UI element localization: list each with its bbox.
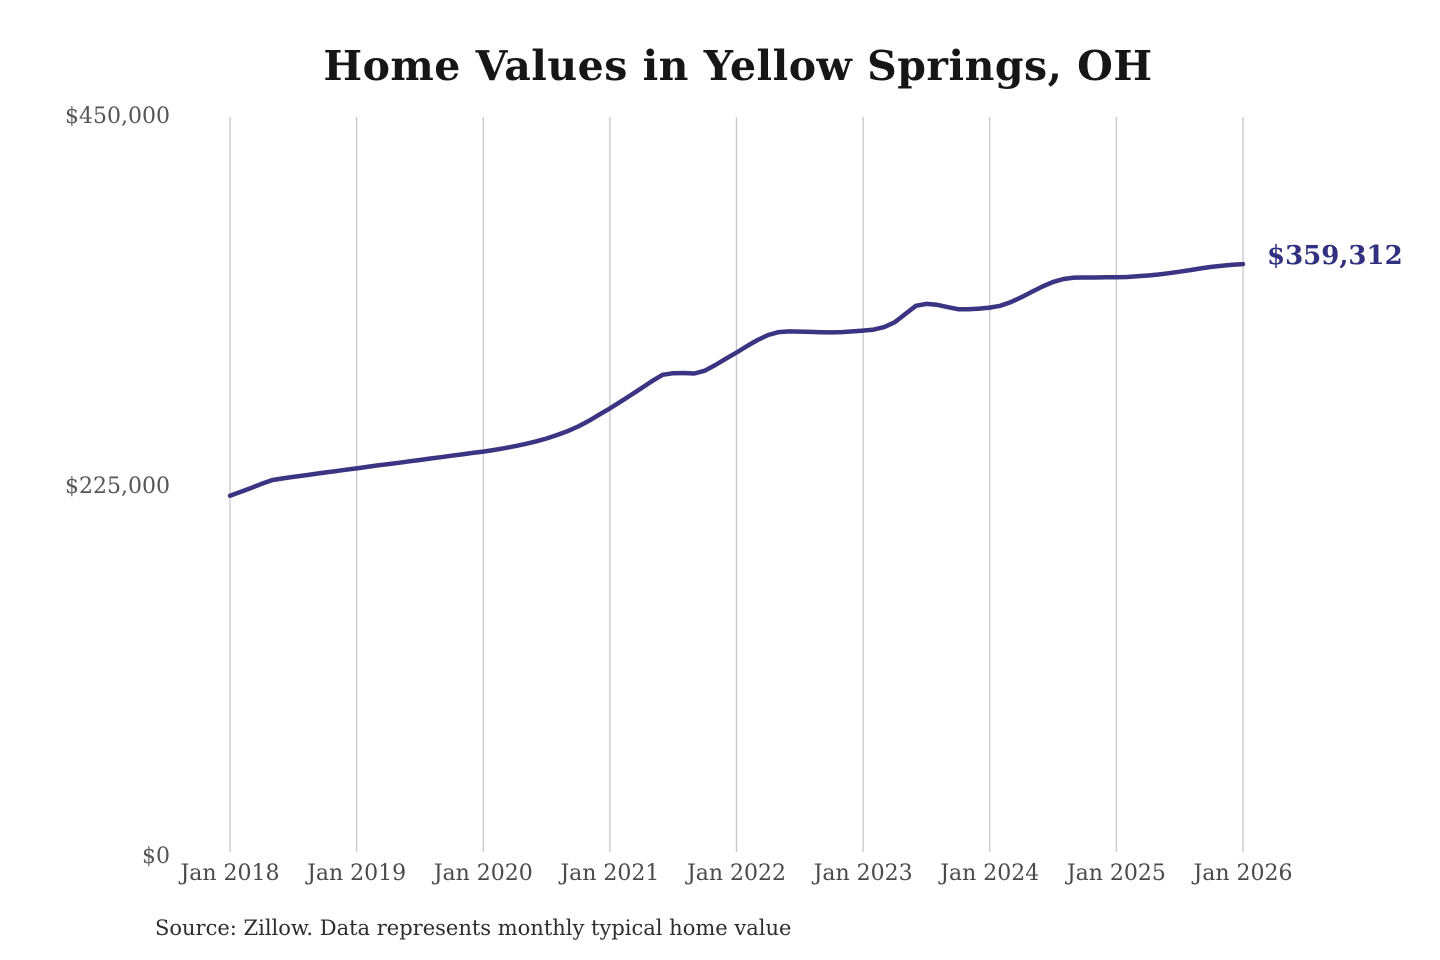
x-axis-tick-label: Jan 2020 xyxy=(432,861,533,886)
x-axis-tick-label: Jan 2025 xyxy=(1065,861,1166,886)
home-value-series-line xyxy=(227,261,1246,498)
x-axis-tick-label: Jan 2021 xyxy=(558,861,659,886)
x-axis-tick-label: Jan 2022 xyxy=(685,861,786,886)
source-note: Source: Zillow. Data represents monthly … xyxy=(155,916,792,940)
x-axis-tick-label: Jan 2026 xyxy=(1191,861,1292,886)
y-axis-tick-label: $225,000 xyxy=(65,474,170,499)
x-axis-tick-label: Jan 2019 xyxy=(305,861,406,886)
x-axis-tick-label: Jan 2018 xyxy=(178,861,279,886)
x-axis-tick-label: Jan 2023 xyxy=(812,861,913,886)
y-axis-tick-label: $450,000 xyxy=(65,104,170,129)
chart-title: Home Values in Yellow Springs, OH xyxy=(323,42,1153,90)
x-axis-tick-label: Jan 2024 xyxy=(938,861,1039,886)
end-value-label: $359,312 xyxy=(1267,241,1403,271)
y-axis-tick-label: $0 xyxy=(142,844,170,869)
